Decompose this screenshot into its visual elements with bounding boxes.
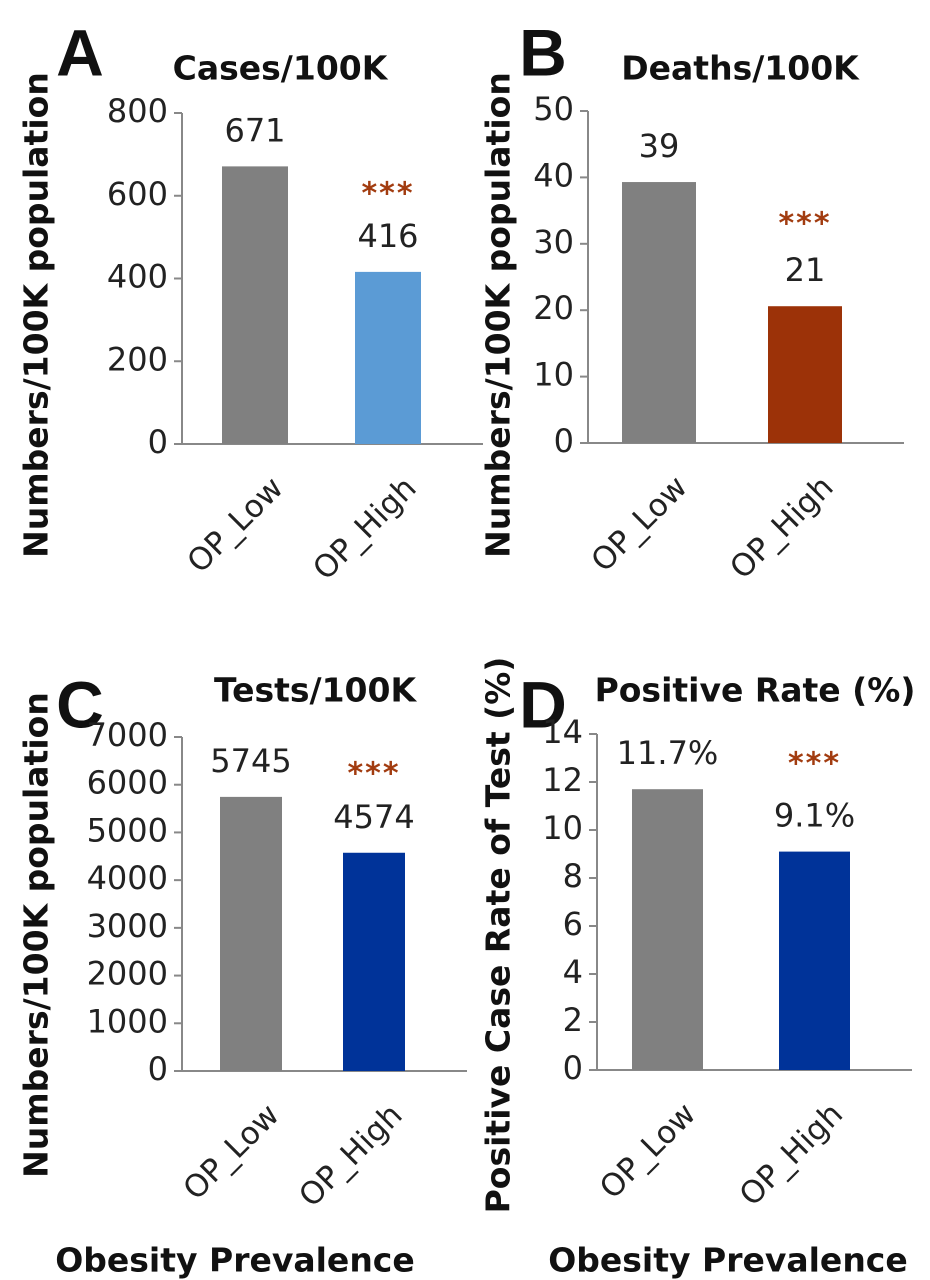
y-tick-label: 0	[554, 422, 574, 460]
y-tick-label: 7000	[87, 716, 168, 754]
y-tick-label: 6000	[87, 764, 168, 802]
chart-title: Deaths/100K	[621, 49, 860, 88]
significance-marker: ***	[361, 177, 414, 212]
chart-title: Positive Rate (%)	[595, 671, 916, 710]
y-tick-label: 30	[533, 223, 574, 261]
category-label: OP_Low	[180, 470, 290, 580]
category-label: OP_Low	[593, 1096, 703, 1206]
chart-panel-c: C Tests/100K Numbers/100K population Obesit…	[17, 667, 467, 1280]
panel-label: B	[519, 15, 567, 89]
y-tick-label: 0	[563, 1049, 583, 1087]
y-tick-label: 50	[533, 90, 574, 128]
y-tick-label: 3000	[87, 907, 168, 945]
y-tick-label: 20	[533, 289, 574, 327]
bar-op-low	[632, 789, 703, 1070]
category-label: OP_High	[306, 470, 423, 587]
y-tick-label: 600	[107, 175, 168, 213]
bar-op-high	[779, 851, 850, 1070]
y-tick-label: 200	[107, 340, 168, 378]
data-label: 416	[357, 217, 418, 255]
significance-marker: ***	[788, 747, 841, 782]
y-tick-label: 10	[533, 356, 574, 394]
y-tick-label: 14	[542, 713, 583, 751]
y-tick-label: 8	[563, 857, 583, 895]
y-tick-label: 6	[563, 905, 583, 943]
y-tick-label: 1000	[87, 1002, 168, 1040]
panel-label: C	[56, 667, 104, 741]
bar-op-high	[343, 852, 405, 1071]
y-tick-label: 5000	[87, 811, 168, 849]
chart-panel-b: B Deaths/100K Numbers/100K population 0 10 20…	[479, 15, 904, 586]
category-label: OP_High	[292, 1097, 409, 1214]
data-label: 671	[224, 111, 285, 149]
y-tick-label: 0	[148, 1050, 168, 1088]
bar-op-low	[222, 166, 288, 444]
category-label: OP_Low	[584, 469, 694, 579]
x-axis-label: Obesity Prevalence	[55, 1241, 415, 1280]
data-label: 5745	[210, 742, 291, 780]
category-label: OP_High	[733, 1096, 850, 1213]
y-tick-label: 40	[533, 156, 574, 194]
chart-panel-d: D Positive Rate (%) Positive Case Rate of …	[479, 657, 916, 1280]
x-axis-label: Obesity Prevalence	[548, 1241, 908, 1280]
category-label: OP_High	[723, 469, 840, 586]
data-label: 11.7%	[617, 734, 719, 772]
chart-title: Tests/100K	[214, 671, 418, 710]
bar-op-low	[622, 182, 696, 443]
y-axis-label: Numbers/100K population	[17, 692, 56, 1178]
panel-label: A	[56, 15, 104, 89]
y-tick-label: 4	[563, 953, 583, 991]
y-tick-label: 2	[563, 1001, 583, 1039]
chart-title: Cases/100K	[173, 49, 389, 88]
y-axis-label: Positive Case Rate of Test (%)	[479, 657, 518, 1214]
y-tick-label: 12	[542, 761, 583, 799]
y-tick-label: 400	[107, 258, 168, 296]
y-tick-label: 10	[542, 809, 583, 847]
panel-label: D	[519, 667, 567, 741]
bar-op-low	[220, 796, 282, 1071]
y-tick-label: 0	[148, 423, 168, 461]
y-axis-label: Numbers/100K population	[479, 72, 518, 558]
chart-panel-a: A Cases/100K Numbers/100K population 0 200 40…	[17, 15, 483, 587]
y-tick-label: 4000	[87, 859, 168, 897]
category-label: OP_Low	[176, 1097, 286, 1207]
bar-op-high	[768, 306, 842, 443]
data-label: 4574	[333, 798, 414, 836]
y-tick-label: 800	[107, 92, 168, 130]
bar-op-high	[355, 271, 421, 444]
significance-marker: ***	[778, 207, 831, 242]
data-label: 9.1%	[774, 797, 855, 835]
y-tick-label: 2000	[87, 955, 168, 993]
data-label: 39	[639, 127, 680, 165]
significance-marker: ***	[347, 757, 400, 792]
data-label: 21	[785, 251, 826, 289]
y-axis-label: Numbers/100K population	[17, 72, 56, 558]
